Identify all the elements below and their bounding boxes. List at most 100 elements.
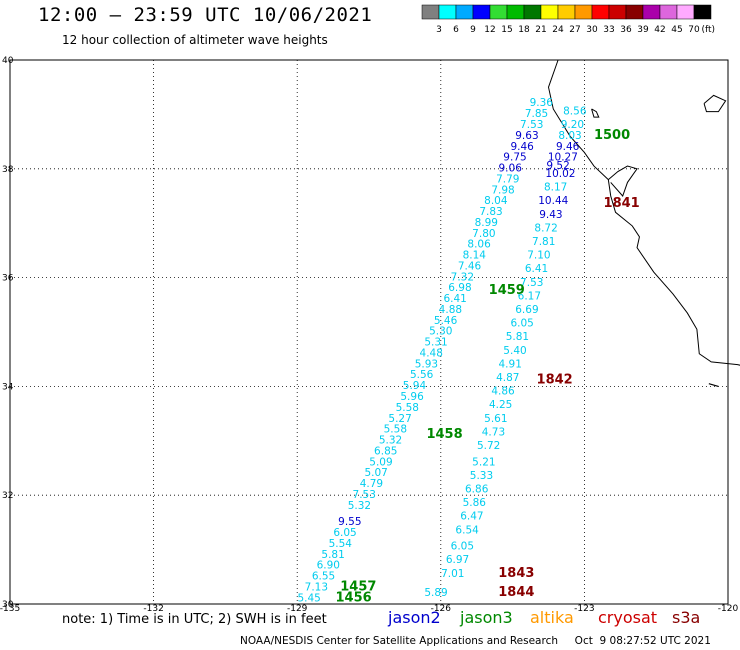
track-b-value: 8.72	[534, 222, 557, 234]
track-a-value: 9.63	[515, 130, 538, 142]
track-a-value: 6.90	[317, 560, 340, 572]
track-a-value: 4.79	[360, 478, 383, 490]
lake-outline	[703, 94, 727, 113]
track-a-value: 5.93	[415, 358, 438, 370]
track-a-value: 5.30	[429, 326, 452, 338]
track-a-value: 5.58	[384, 424, 407, 436]
legend-unit: (ft)	[701, 25, 715, 35]
track-b-value: 7.53	[520, 277, 543, 289]
coastline	[547, 59, 740, 366]
y-tick-label: 38	[2, 165, 14, 175]
legend-s3a: s3a	[672, 608, 701, 627]
track-a-value: 7.79	[496, 173, 519, 185]
track-b-value: 5.86	[463, 497, 487, 509]
credit-line: NOAA/NESDIS Center for Satellite Applica…	[240, 635, 711, 647]
track-a-value: 5.46	[434, 315, 458, 327]
track-b-value: 6.41	[525, 263, 548, 275]
track-b-value: 6.69	[515, 304, 538, 316]
legend-tick-label: 18	[518, 25, 530, 35]
track-a-value: 6.55	[312, 571, 335, 583]
track-a-value: 8.04	[484, 195, 508, 207]
legend-tick-label: 3	[436, 25, 442, 35]
footnote: note: 1) Time is in UTC; 2) SWH is in fe…	[62, 612, 327, 627]
track-a-value: 7.85	[525, 108, 548, 120]
legend-tick-label: 42	[654, 25, 665, 35]
track-a-value: 5.81	[321, 549, 344, 561]
legend-tick-label: 30	[586, 25, 598, 35]
track-a-value: 5.56	[410, 369, 434, 381]
x-tick-label: -135	[0, 604, 20, 614]
track-a-value: 4.48	[420, 347, 443, 359]
track-time-label: 1843	[498, 566, 534, 581]
track-time-label: 1458	[426, 427, 462, 442]
track-b-value: 9.43	[539, 209, 562, 221]
track-b-value: 8.17	[544, 182, 567, 194]
y-tick-label: 32	[2, 491, 13, 501]
track-a-value: 9.46	[510, 141, 534, 153]
track-a-value: 8.99	[475, 217, 498, 229]
track-b-value: 9.52	[546, 160, 569, 172]
track-b-value: 6.47	[460, 511, 483, 523]
track-a-value: 6.85	[374, 445, 397, 457]
track-a-value: 7.32	[451, 271, 474, 283]
track-a-value: 5.54	[329, 538, 353, 550]
y-tick-label: 34	[2, 382, 14, 392]
legend-tick-label: 33	[603, 25, 614, 35]
legend-tick-label: 24	[552, 25, 564, 35]
legend-tick-label: 21	[535, 25, 546, 35]
track-b-value: 10.02	[545, 168, 575, 180]
legend-altika: altika	[530, 608, 574, 627]
legend-tick-label: 36	[620, 25, 632, 35]
track-a-value: 5.09	[369, 456, 392, 468]
map-frame	[9, 59, 729, 605]
track-b-value: 5.33	[470, 470, 493, 482]
track-b-value: 4.73	[482, 426, 505, 438]
track-a-value: 6.05	[333, 527, 356, 539]
track-a-value: 5.32	[348, 500, 371, 512]
track-a-value: 9.55	[338, 516, 361, 528]
track-b-value: 4.86	[491, 386, 515, 398]
track-a-value: 8.06	[467, 239, 491, 251]
track-time-label: 1844	[498, 585, 534, 600]
track-a-value: 5.31	[424, 337, 447, 349]
track-b-value: 4.91	[499, 358, 522, 370]
track-b-value: 6.54	[455, 524, 479, 536]
legend-cryosat: cryosat	[598, 608, 658, 627]
track-b-value: 5.89	[424, 587, 447, 599]
track-b-value: 7.81	[532, 236, 555, 248]
track-b-value: 6.86	[465, 483, 489, 495]
track-a-value: 8.14	[463, 250, 487, 262]
island	[708, 383, 719, 387]
x-tick-label: -126	[431, 604, 452, 614]
track-time-label: 1457	[340, 579, 376, 594]
legend-tick-label: 9	[470, 25, 476, 35]
track-a-value: 6.98	[448, 282, 471, 294]
track-a-value: 7.53	[520, 119, 543, 131]
track-b-value: 4.25	[489, 399, 512, 411]
bay-outline	[608, 165, 638, 197]
track-a-value: 9.75	[503, 152, 526, 164]
track-b-value: 6.97	[446, 554, 469, 566]
track-a-value: 5.94	[403, 380, 427, 392]
track-b-value: 9.46	[556, 141, 580, 153]
x-tick-label: -120	[718, 604, 739, 614]
legend-tick-label: 45	[671, 25, 682, 35]
track-b-value: 5.61	[484, 413, 507, 425]
track-b-value: 5.21	[472, 456, 495, 468]
y-tick-label: 40	[2, 56, 14, 66]
track-time-label: 1842	[537, 373, 573, 388]
track-b-value: 6.05	[451, 541, 474, 553]
track-a-value: 5.45	[297, 592, 320, 604]
track-a-value: 9.36	[530, 97, 554, 109]
track-b-value: 5.40	[503, 345, 526, 357]
track-a-value: 5.32	[379, 435, 402, 447]
map-subtitle: 12 hour collection of altimeter wave hei…	[62, 33, 328, 47]
map-title: 12:00 – 23:59 UTC 10/06/2021	[38, 4, 373, 26]
track-b-value: 8.03	[558, 130, 581, 142]
track-a-value: 4.88	[439, 304, 462, 316]
track-a-value: 9.06	[499, 163, 523, 175]
legend-jason2: jason2	[388, 608, 441, 627]
track-a-value: 7.13	[305, 581, 328, 593]
track-a-value: 7.98	[491, 184, 514, 196]
y-tick-label: 36	[2, 274, 14, 284]
